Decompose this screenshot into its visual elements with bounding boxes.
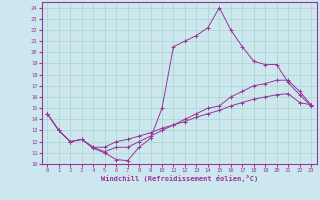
X-axis label: Windchill (Refroidissement éolien,°C): Windchill (Refroidissement éolien,°C) <box>100 175 258 182</box>
